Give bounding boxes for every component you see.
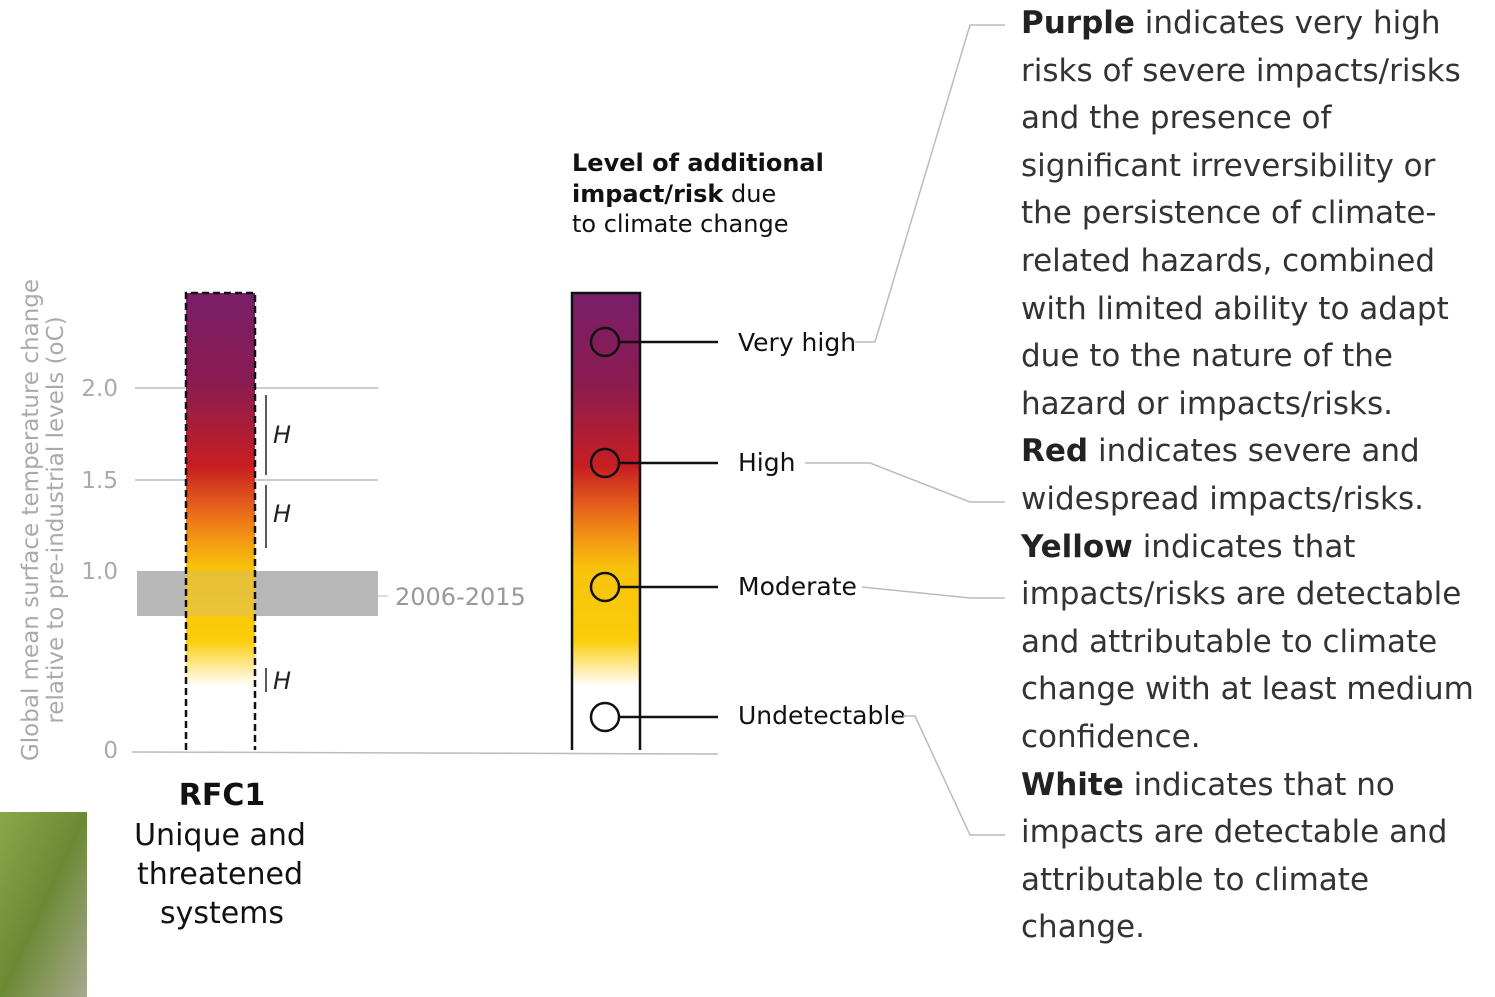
tick-label: 1.5 [81, 468, 118, 494]
level-label: High [738, 448, 795, 477]
tick-label: 0 [103, 738, 118, 764]
rfc-name: Unique and [134, 818, 306, 853]
connector [862, 587, 1005, 598]
confidence: H [273, 667, 291, 695]
description: Red indicates severe and widespread impa… [1021, 428, 1491, 523]
description: White indicates that no impacts are dete… [1021, 762, 1491, 952]
tick-label: 2.0 [81, 376, 118, 402]
key-title: to climate change [572, 210, 788, 238]
key-title: impact/risk due [572, 180, 776, 208]
descriptions: Purple indicates very high risks of seve… [1021, 0, 1491, 952]
axis-label-1: Global mean surface temperature change [18, 279, 44, 761]
rfc-name: threatened [137, 857, 303, 892]
confidence: H [273, 500, 291, 528]
key-bar [572, 293, 640, 750]
description: Purple indicates very high risks of seve… [1021, 0, 1491, 428]
level-label: Very high [738, 328, 856, 357]
level-label: Moderate [738, 572, 857, 601]
band-overlay [186, 571, 255, 616]
level-marker [591, 703, 619, 731]
description-text: indicates very high risks of severe impa… [1021, 5, 1461, 422]
tick-label: 1.0 [81, 559, 118, 585]
rfc-name: systems [160, 896, 284, 931]
axis-label: Global mean surface temperature change r… [18, 279, 69, 761]
color-name: Yellow [1021, 529, 1133, 565]
color-name: Purple [1021, 5, 1135, 41]
level-label: Undetectable [738, 701, 906, 730]
rfc-bar [186, 293, 255, 750]
connector [903, 716, 1005, 835]
description: Yellow indicates that impacts/risks are … [1021, 524, 1491, 762]
key-title: impact/risk [572, 180, 724, 208]
photo-fragment [0, 812, 87, 997]
baseline [132, 752, 718, 754]
rfc-code: RFC1 [179, 778, 265, 813]
axis-label-2: relative to pre-industrial levels (oC) [43, 316, 69, 723]
key-title: Level of additional [572, 149, 824, 177]
page: Global mean surface temperature change r… [0, 0, 1495, 997]
confidence: H [273, 421, 291, 449]
connector [855, 25, 1005, 342]
key-title: due [731, 180, 776, 208]
color-name: Red [1021, 433, 1088, 469]
band-label: 2006-2015 [395, 583, 526, 611]
connector [805, 463, 1005, 502]
period-band [137, 571, 378, 616]
color-name: White [1021, 767, 1124, 803]
